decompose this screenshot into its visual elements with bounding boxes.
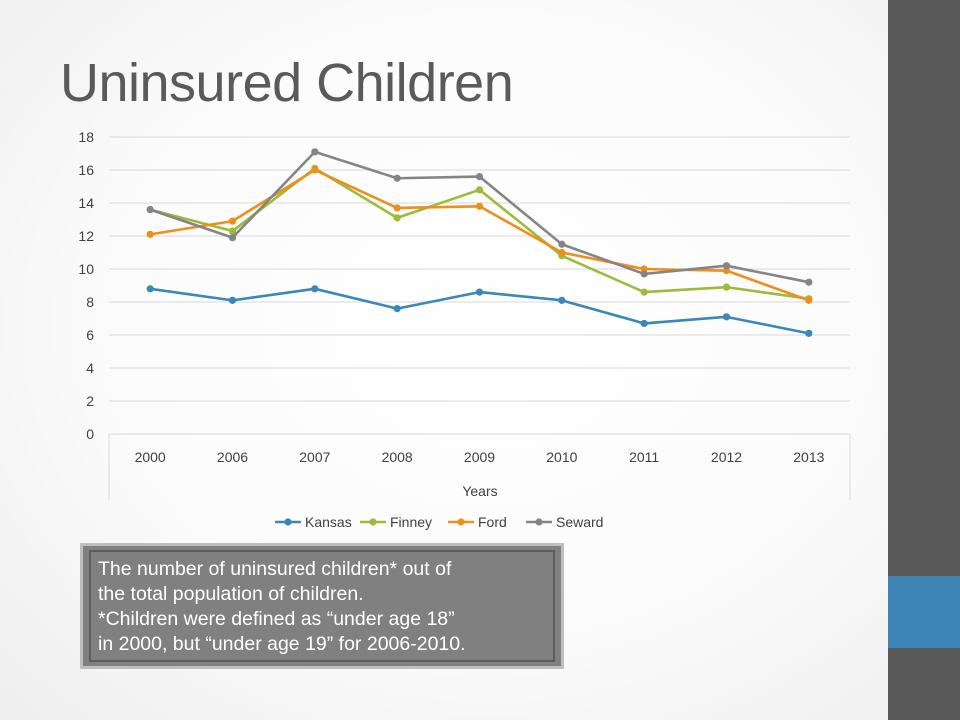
y-tick-label: 14 [78, 195, 94, 211]
x-tick-label: 2007 [299, 449, 330, 465]
data-point-ford [558, 248, 566, 257]
x-tick-label: 2013 [793, 449, 824, 465]
data-point-ford [475, 202, 484, 210]
y-tick-label: 4 [86, 360, 94, 376]
slide-title: Uninsured Children [60, 53, 514, 113]
data-point-kansas [558, 296, 566, 304]
x-tick-label: 2012 [711, 449, 742, 465]
data-point-ford [146, 230, 154, 238]
data-point-kansas [228, 296, 237, 304]
legend-label: Seward [556, 514, 603, 530]
y-tick-label: 12 [78, 228, 94, 244]
data-point-kansas [393, 305, 401, 313]
data-point-ford [805, 296, 813, 304]
note-line-1: The number of uninsured children* out of [98, 558, 452, 580]
data-point-ford [228, 217, 237, 225]
data-point-seward [228, 234, 237, 242]
y-tick-label: 18 [78, 129, 94, 145]
data-point-finney [640, 288, 648, 296]
x-tick-label: 2010 [546, 449, 577, 465]
y-tick-label: 10 [78, 261, 94, 277]
x-tick-label: 2006 [217, 449, 248, 465]
legend-swatch-marker [535, 518, 543, 526]
legend-label: Finney [390, 514, 432, 530]
sidebar-accent-block [888, 576, 960, 648]
data-point-seward [393, 174, 401, 182]
y-axis-tick-labels: 0 2 4 6 8 10 12 14 16 18 [78, 129, 94, 442]
x-tick-label: 2008 [382, 449, 413, 465]
note-text: The number of uninsured children* out of… [89, 550, 555, 662]
data-point-seward [805, 278, 813, 286]
data-point-ford [311, 166, 319, 174]
data-point-kansas [311, 285, 319, 293]
note-line-4: in 2000, but “under age 19” for 2006-201… [98, 633, 466, 655]
data-point-kansas [475, 288, 484, 296]
y-tick-label: 6 [86, 327, 94, 343]
data-point-finney [722, 283, 731, 291]
legend-swatch-marker [369, 518, 377, 526]
data-point-kansas [146, 285, 154, 293]
y-tick-label: 0 [86, 426, 94, 442]
x-tick-label: 2009 [464, 449, 495, 465]
data-point-seward [475, 173, 484, 181]
note-line-3: *Children were defined as “under age 18” [98, 608, 455, 630]
data-point-seward [558, 240, 566, 248]
data-point-kansas [722, 313, 731, 321]
legend-label: Kansas [305, 514, 352, 530]
line-chart: 0 2 4 6 8 10 12 14 16 18 2000 2006 2007 2008 2009 2010… [78, 129, 851, 530]
x-axis-label: Years [462, 483, 497, 499]
x-tick-label: 2000 [135, 449, 166, 465]
data-point-seward [722, 262, 731, 270]
x-axis-tick-labels: 2000 2006 2007 2008 2009 2010 2011 2012 2013 [135, 449, 825, 465]
data-point-seward [311, 148, 319, 156]
y-tick-label: 8 [86, 294, 94, 310]
note-line-2: the total population of children. [98, 583, 364, 605]
data-point-ford [640, 265, 648, 273]
chart-gridlines [109, 136, 850, 435]
data-point-ford [722, 267, 731, 275]
data-point-seward [146, 206, 154, 214]
data-point-kansas [805, 329, 813, 337]
data-point-finney [228, 227, 237, 235]
data-point-ford [393, 204, 401, 212]
chart-series [146, 148, 813, 337]
chart-legend: Kansas Finney Ford Seward [275, 514, 603, 530]
data-point-finney [393, 214, 401, 222]
y-tick-label: 16 [78, 162, 94, 178]
data-point-finney [475, 186, 484, 194]
y-tick-label: 2 [86, 393, 94, 409]
data-point-seward [640, 270, 648, 278]
x-tick-label: 2011 [629, 449, 659, 465]
legend-label: Ford [478, 514, 507, 530]
data-point-kansas [640, 319, 648, 328]
note-box: The number of uninsured children* out of… [80, 543, 564, 669]
legend-swatch-marker [284, 518, 292, 526]
chart-frame [108, 434, 851, 500]
legend-swatch-marker [457, 518, 465, 526]
